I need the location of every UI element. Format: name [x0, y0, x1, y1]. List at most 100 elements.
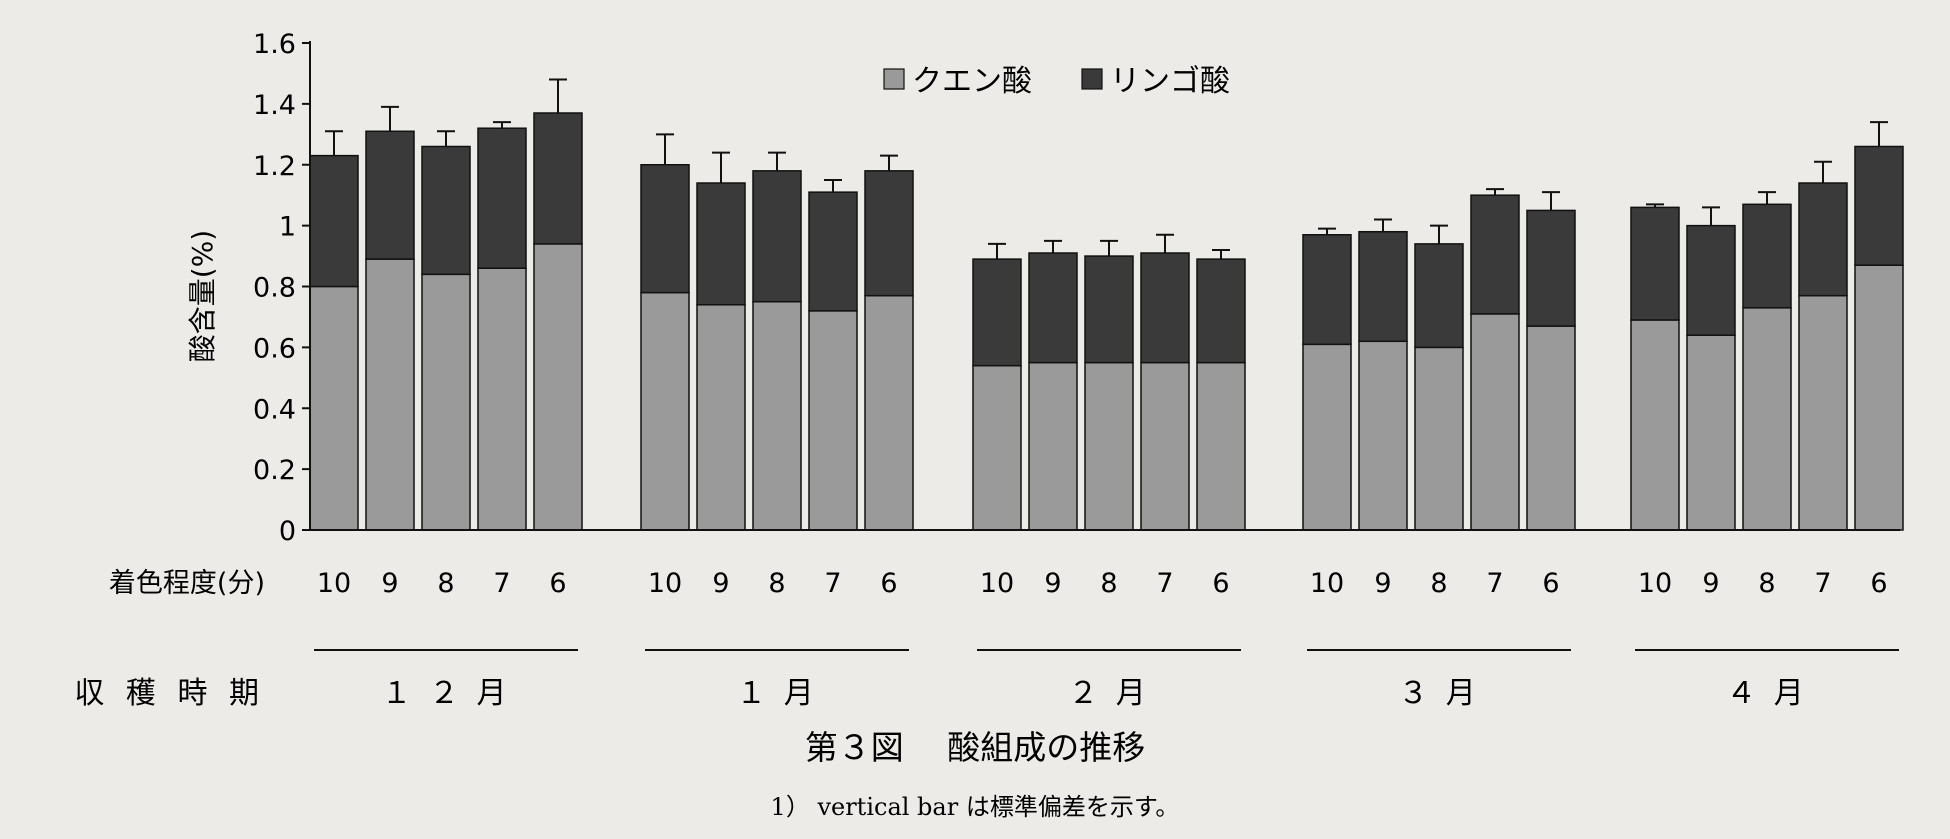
x-tick-label: 8: [1430, 568, 1447, 599]
bar-malic: [1196, 258, 1246, 364]
bar-malic: [972, 258, 1022, 367]
x-tick-label: 6: [1870, 568, 1887, 599]
bar-citric: [1742, 307, 1792, 531]
x-tick-label: 10: [980, 568, 1014, 599]
bar-citric: [640, 291, 690, 531]
x-tick-label: 6: [880, 568, 897, 599]
bar-malic: [477, 127, 527, 269]
x-tick-label: 6: [1212, 568, 1229, 599]
x-tick-label: 9: [1702, 568, 1719, 599]
bar-citric: [421, 273, 471, 531]
bar-citric: [864, 294, 914, 531]
bar-malic: [533, 112, 583, 245]
legend: クエン酸 リンゴ酸: [883, 64, 1230, 99]
bar-malic: [309, 154, 359, 288]
bar-malic: [1414, 243, 1464, 349]
y-tick-label: 1: [279, 212, 296, 243]
bar-malic: [1526, 209, 1576, 327]
bar-citric: [533, 243, 583, 531]
period-label: ４ 月: [1726, 676, 1808, 711]
bar-citric: [972, 364, 1022, 531]
x-tick-label: 7: [1156, 568, 1173, 599]
bar-malic: [1686, 224, 1736, 336]
x-tick-label: 9: [381, 568, 398, 599]
footnote: 1） vertical bar は標準偏差を示す。: [771, 793, 1180, 821]
x-tick-label: 10: [317, 568, 351, 599]
y-tick-label: 0.8: [253, 273, 296, 304]
bar-citric: [1358, 340, 1408, 531]
x-tick-label: 7: [824, 568, 841, 599]
bar-citric: [1028, 361, 1078, 531]
bar-citric: [1686, 334, 1736, 531]
bar-citric: [1470, 313, 1520, 531]
y-tick-label: 1.4: [253, 90, 296, 121]
period-label: １ ２ 月: [381, 676, 510, 711]
bar-citric: [1526, 325, 1576, 531]
bar-citric: [696, 304, 746, 531]
y-tick-label: 0.6: [253, 333, 296, 364]
bar-malic: [640, 164, 690, 294]
x-tick-label: 9: [712, 568, 729, 599]
bar-malic: [864, 170, 914, 297]
y-tick-label: 0.4: [253, 394, 296, 425]
bar-malic: [421, 145, 471, 276]
bar-malic: [1798, 182, 1848, 297]
bar-citric: [1196, 361, 1246, 531]
x-tick-label: 10: [1638, 568, 1672, 599]
legend-label-malic: リンゴ酸: [1110, 64, 1230, 99]
period-row-label: 収 穫 時 期: [74, 676, 265, 711]
y-tick-label: 1.2: [253, 151, 296, 182]
bar-malic: [1854, 145, 1904, 266]
bar-citric: [1302, 343, 1352, 531]
bar-malic: [365, 130, 415, 260]
bar-citric: [1140, 361, 1190, 531]
bar-citric: [752, 300, 802, 531]
x-tick-label: 6: [1542, 568, 1559, 599]
period-label: ３ 月: [1398, 676, 1480, 711]
x-tick-label: 8: [1100, 568, 1117, 599]
bar-citric: [1798, 294, 1848, 531]
x-tick-label: 8: [1758, 568, 1775, 599]
bar-malic: [1470, 194, 1520, 315]
x-tick-label: 6: [549, 568, 566, 599]
bar-citric: [477, 267, 527, 531]
bar-citric: [1414, 346, 1464, 531]
x-tick-label: 10: [1310, 568, 1344, 599]
bar-malic: [1302, 234, 1352, 346]
x-tick-label: 8: [437, 568, 454, 599]
bar-malic: [1084, 255, 1134, 364]
bar-citric: [309, 285, 359, 531]
x-row-label: 着色程度(分): [109, 568, 265, 599]
bar-citric: [1630, 319, 1680, 531]
bar-malic: [1028, 252, 1078, 364]
x-tick-label: 8: [768, 568, 785, 599]
period-label: １ 月: [736, 676, 818, 711]
bar-malic: [752, 170, 802, 303]
y-tick-label: 1.6: [253, 29, 296, 60]
bar-citric: [808, 310, 858, 531]
bar-malic: [1742, 203, 1792, 309]
bar-malic: [1140, 252, 1190, 364]
x-tick-label: 9: [1044, 568, 1061, 599]
period-label: ２ 月: [1068, 676, 1150, 711]
figure-title: 第３図 酸組成の推移: [805, 728, 1146, 767]
legend-swatch-citric: [883, 68, 905, 90]
y-tick-label: 0: [279, 516, 296, 547]
bar-malic: [1630, 206, 1680, 321]
y-axis-label: 酸含量(%): [186, 230, 219, 362]
bar-malic: [696, 182, 746, 306]
x-tick-label: 7: [1486, 568, 1503, 599]
bar-citric: [365, 258, 415, 531]
x-tick-label: 9: [1374, 568, 1391, 599]
x-tick-label: 10: [648, 568, 682, 599]
legend-swatch-malic: [1081, 68, 1103, 90]
x-tick-label: 7: [1814, 568, 1831, 599]
bar-malic: [808, 191, 858, 312]
legend-label-citric: クエン酸: [912, 64, 1032, 99]
bar-malic: [1358, 230, 1408, 343]
x-tick-label: 7: [493, 568, 510, 599]
bar-citric: [1854, 264, 1904, 531]
y-tick-label: 0.2: [253, 455, 296, 486]
bar-citric: [1084, 361, 1134, 531]
